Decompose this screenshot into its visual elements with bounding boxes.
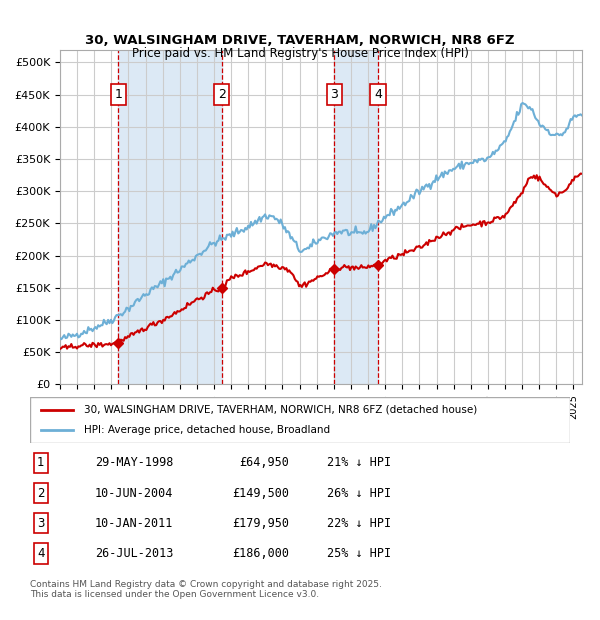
Text: 10-JUN-2004: 10-JUN-2004 bbox=[95, 487, 173, 500]
Text: 30, WALSINGHAM DRIVE, TAVERHAM, NORWICH, NR8 6FZ (detached house): 30, WALSINGHAM DRIVE, TAVERHAM, NORWICH,… bbox=[84, 405, 477, 415]
Text: 30, WALSINGHAM DRIVE, TAVERHAM, NORWICH, NR8 6FZ: 30, WALSINGHAM DRIVE, TAVERHAM, NORWICH,… bbox=[85, 34, 515, 47]
Text: 1: 1 bbox=[115, 88, 122, 101]
Text: 4: 4 bbox=[374, 88, 382, 101]
Text: 25% ↓ HPI: 25% ↓ HPI bbox=[327, 547, 391, 560]
Text: 21% ↓ HPI: 21% ↓ HPI bbox=[327, 456, 391, 469]
Text: HPI: Average price, detached house, Broadland: HPI: Average price, detached house, Broa… bbox=[84, 425, 330, 435]
Text: £179,950: £179,950 bbox=[232, 516, 289, 529]
FancyBboxPatch shape bbox=[30, 397, 570, 443]
Text: 4: 4 bbox=[37, 547, 44, 560]
Text: 22% ↓ HPI: 22% ↓ HPI bbox=[327, 516, 391, 529]
Text: £186,000: £186,000 bbox=[232, 547, 289, 560]
Text: Price paid vs. HM Land Registry's House Price Index (HPI): Price paid vs. HM Land Registry's House … bbox=[131, 46, 469, 60]
Text: 1: 1 bbox=[37, 456, 44, 469]
Bar bbox=[334, 50, 378, 384]
Text: 10-JAN-2011: 10-JAN-2011 bbox=[95, 516, 173, 529]
Text: 29-MAY-1998: 29-MAY-1998 bbox=[95, 456, 173, 469]
Bar bbox=[118, 50, 221, 384]
Text: Contains HM Land Registry data © Crown copyright and database right 2025.
This d: Contains HM Land Registry data © Crown c… bbox=[30, 580, 382, 599]
Text: 3: 3 bbox=[37, 516, 44, 529]
Text: 2: 2 bbox=[218, 88, 226, 101]
Text: 2: 2 bbox=[37, 487, 44, 500]
Text: 26% ↓ HPI: 26% ↓ HPI bbox=[327, 487, 391, 500]
Text: 3: 3 bbox=[331, 88, 338, 101]
Text: £64,950: £64,950 bbox=[239, 456, 289, 469]
Text: 26-JUL-2013: 26-JUL-2013 bbox=[95, 547, 173, 560]
Text: £149,500: £149,500 bbox=[232, 487, 289, 500]
